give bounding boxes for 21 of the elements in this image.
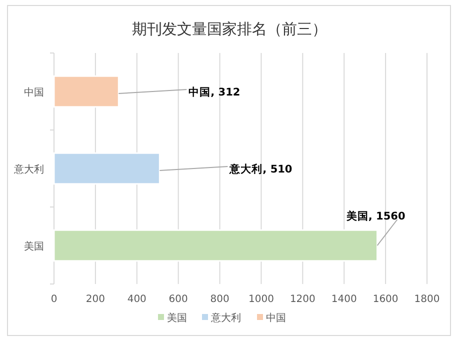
x-tick-label: 1000 <box>248 294 274 305</box>
legend-label: 意大利 <box>210 312 241 324</box>
x-tick-label: 1400 <box>331 294 357 305</box>
legend-label: 美国 <box>167 312 187 324</box>
chart-title: 期刊发文量国家排名（前三） <box>132 20 327 38</box>
data-label: 美国, 1560 <box>345 210 406 222</box>
x-tick-label: 1800 <box>414 294 440 305</box>
x-tick-label: 1200 <box>290 294 316 305</box>
x-tick-label: 1600 <box>372 294 398 305</box>
y-tick-label: 意大利 <box>13 164 44 176</box>
y-tick-label: 美国 <box>24 240 44 252</box>
x-tick-label: 400 <box>127 294 146 305</box>
x-tick-label: 200 <box>86 294 105 305</box>
legend-label: 中国 <box>266 312 286 324</box>
x-tick-label: 0 <box>50 294 58 305</box>
x-tick-label: 800 <box>210 294 230 305</box>
legend: 美国 意大利 中国 <box>158 313 286 324</box>
x-tick-label: 600 <box>168 294 188 305</box>
y-tick-label: 中国 <box>24 86 44 98</box>
data-label: 意大利, 510 <box>228 162 292 176</box>
data-label: 中国, 312 <box>188 86 240 98</box>
